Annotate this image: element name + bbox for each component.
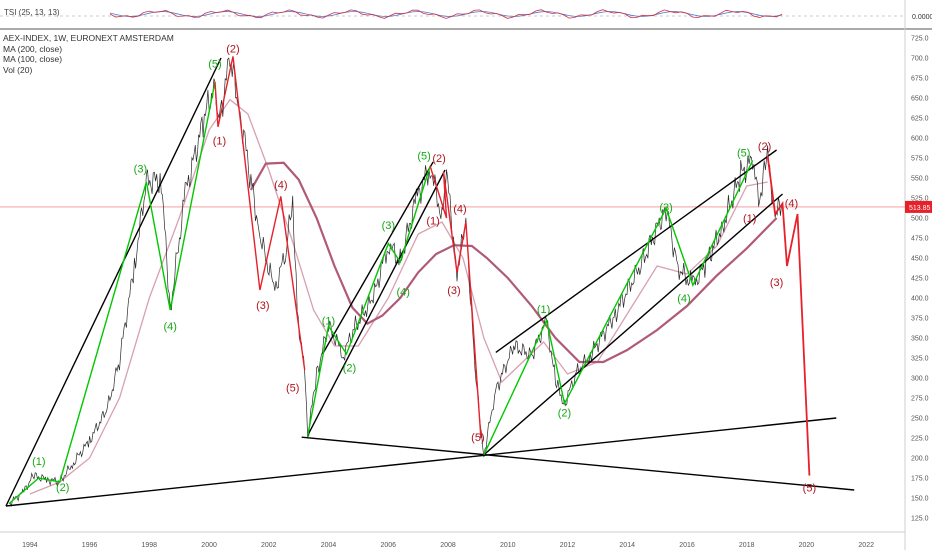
trendline — [307, 169, 446, 436]
x-tick-label: 2020 — [799, 542, 815, 549]
projection-line — [766, 155, 811, 476]
y-tick-label: 525.0 — [911, 196, 929, 203]
x-tick-label: 1998 — [142, 542, 158, 549]
wave-label: (2) — [226, 43, 239, 55]
wave-label: (2) — [758, 141, 771, 153]
current-price-badge — [905, 200, 932, 213]
tsi-legend: TSI (25, 13, 13) — [4, 8, 60, 17]
y-tick-label: 575.0 — [911, 156, 929, 163]
y-tick-label: 475.0 — [911, 236, 929, 243]
y-tick-label: 625.0 — [911, 116, 929, 123]
price-line — [8, 57, 783, 508]
y-tick-label: 675.0 — [911, 76, 929, 83]
wave-label: (4) — [785, 198, 798, 210]
x-tick-label: 2008 — [440, 542, 456, 549]
y-tick-label: 175.0 — [911, 476, 929, 483]
x-tick-label: 2004 — [321, 542, 337, 549]
wave-label: (3) — [256, 300, 269, 312]
wave-label: (5) — [417, 151, 430, 163]
x-tick-label: 2000 — [201, 542, 217, 549]
trendline — [5, 57, 222, 507]
impulse-wave-line — [8, 81, 216, 505]
ma200-line — [249, 161, 778, 364]
y-tick-label: 125.0 — [911, 516, 929, 523]
wave-label: (3) — [447, 285, 460, 297]
x-tick-label: 2014 — [619, 542, 635, 549]
y-tick-label: 325.0 — [911, 356, 929, 363]
tsi-axis-label: 0.0000 — [912, 14, 932, 21]
y-tick-label: 700.0 — [911, 56, 929, 63]
x-tick-label: 2022 — [858, 542, 874, 549]
wave-label: (5) — [286, 383, 299, 395]
chart-legend: AEX-INDEX, 1W, EURONEXT AMSTERDAM MA (20… — [3, 33, 174, 75]
x-tick-label: 2010 — [500, 542, 516, 549]
y-tick-label: 375.0 — [911, 316, 929, 323]
x-tick-label: 2002 — [261, 542, 277, 549]
y-tick-label: 725.0 — [911, 36, 929, 43]
y-tick-label: 275.0 — [911, 396, 929, 403]
trendline — [5, 417, 837, 507]
wave-label: (4) — [677, 293, 690, 305]
corrective-wave-line — [214, 56, 306, 371]
x-tick-label: 2012 — [560, 542, 576, 549]
wave-label: (5) — [208, 59, 221, 71]
wave-label: (1) — [32, 456, 45, 468]
wave-label: (1) — [322, 315, 335, 327]
wave-label: (4) — [453, 203, 466, 215]
corrective-wave-line — [429, 165, 482, 439]
y-tick-label: 150.0 — [911, 496, 929, 503]
wave-label: (5) — [737, 147, 750, 159]
tsi-label: TSI (25, 13, 13) — [4, 8, 60, 17]
indicator-ma200: MA (200, close) — [3, 43, 63, 54]
indicator-vol: Vol (20) — [3, 64, 33, 75]
wave-label: (4) — [163, 321, 176, 333]
x-tick-label: 2018 — [739, 542, 755, 549]
wave-label: (4) — [274, 179, 287, 191]
wave-label: (3) — [770, 277, 783, 289]
ma100-line — [29, 98, 768, 495]
y-tick-label: 600.0 — [911, 136, 929, 143]
wave-label: (5) — [471, 432, 484, 444]
indicator-ma100: MA (100, close) — [3, 54, 63, 64]
y-tick-label: 650.0 — [911, 96, 929, 103]
y-tick-label: 200.0 — [911, 456, 929, 463]
wave-label: (4) — [396, 287, 409, 299]
trendline — [495, 149, 777, 353]
impulse-wave-line — [306, 165, 431, 437]
y-tick-label: 425.0 — [911, 276, 929, 283]
trendline — [321, 161, 434, 355]
wave-label: (1) — [743, 213, 756, 225]
wave-label: (2) — [56, 482, 69, 494]
y-tick-label: 300.0 — [911, 376, 929, 383]
wave-label: (2) — [343, 363, 356, 375]
x-tick-label: 1994 — [22, 542, 38, 549]
x-tick-label: 2006 — [381, 542, 397, 549]
y-tick-label: 250.0 — [911, 416, 929, 423]
y-tick-label: 500.0 — [911, 216, 929, 223]
wave-label: (2) — [432, 153, 445, 165]
chart-title: AEX-INDEX, 1W, EURONEXT AMSTERDAM — [3, 33, 174, 43]
wave-label: (3) — [134, 163, 147, 175]
wave-label: (3) — [382, 220, 395, 232]
trendline — [301, 436, 855, 491]
y-tick-label: 550.0 — [911, 176, 929, 183]
y-tick-label: 225.0 — [911, 436, 929, 443]
trendline — [483, 193, 784, 456]
y-tick-label: 350.0 — [911, 336, 929, 343]
tsi-line — [109, 9, 783, 19]
current-price-label: 513.85 — [909, 205, 931, 212]
wave-label: (2) — [558, 407, 571, 419]
wave-label: (1) — [213, 135, 226, 147]
wave-label: (3) — [659, 202, 672, 214]
x-tick-label: 2016 — [679, 542, 695, 549]
x-tick-label: 1996 — [82, 542, 98, 549]
wave-label: (5) — [803, 483, 816, 495]
y-tick-label: 400.0 — [911, 296, 929, 303]
impulse-wave-line — [483, 160, 754, 456]
wave-label: (1) — [426, 215, 439, 227]
wave-label: (1) — [537, 304, 550, 316]
y-tick-label: 450.0 — [911, 256, 929, 263]
